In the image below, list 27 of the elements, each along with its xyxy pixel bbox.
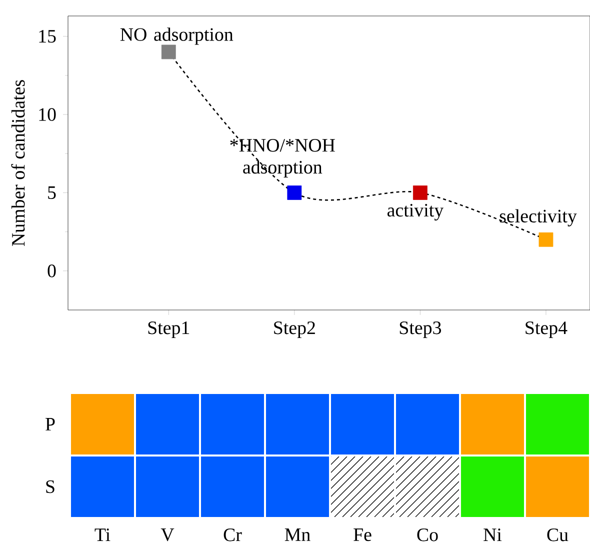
y-axis-title: Number of candidates <box>11 80 25 246</box>
x-tick-label: Step1 <box>148 321 190 338</box>
point <box>161 44 176 60</box>
category-label: Co <box>417 528 438 542</box>
category-label: Mn <box>284 528 310 541</box>
point <box>287 185 302 200</box>
annotation: selectivity <box>500 209 577 226</box>
x-tick-label: Step4 <box>526 321 568 338</box>
category-label: Cr <box>224 528 242 542</box>
annotation: *HNO/*NOH adsorption <box>230 139 335 178</box>
category-label: S <box>46 480 54 494</box>
category-label: Ni <box>484 528 502 542</box>
y-tick-label: 0 <box>48 264 56 278</box>
category-label: Ti <box>94 528 110 542</box>
x-tick-label: Step2 <box>274 321 315 338</box>
category-label: Fe <box>354 528 372 542</box>
y-tick-label: 5 <box>48 186 56 199</box>
category-label: V <box>160 528 174 542</box>
y-tick-label: 15 <box>39 30 56 43</box>
point <box>538 232 554 247</box>
point <box>413 185 428 200</box>
category-label: Cu <box>547 528 568 542</box>
annotation: activity <box>387 204 444 221</box>
category-label: P <box>46 418 55 430</box>
annotation: NO adsorption <box>120 28 234 45</box>
x-tick-label: Step3 <box>400 321 442 338</box>
y-tick-label: 10 <box>39 108 56 121</box>
